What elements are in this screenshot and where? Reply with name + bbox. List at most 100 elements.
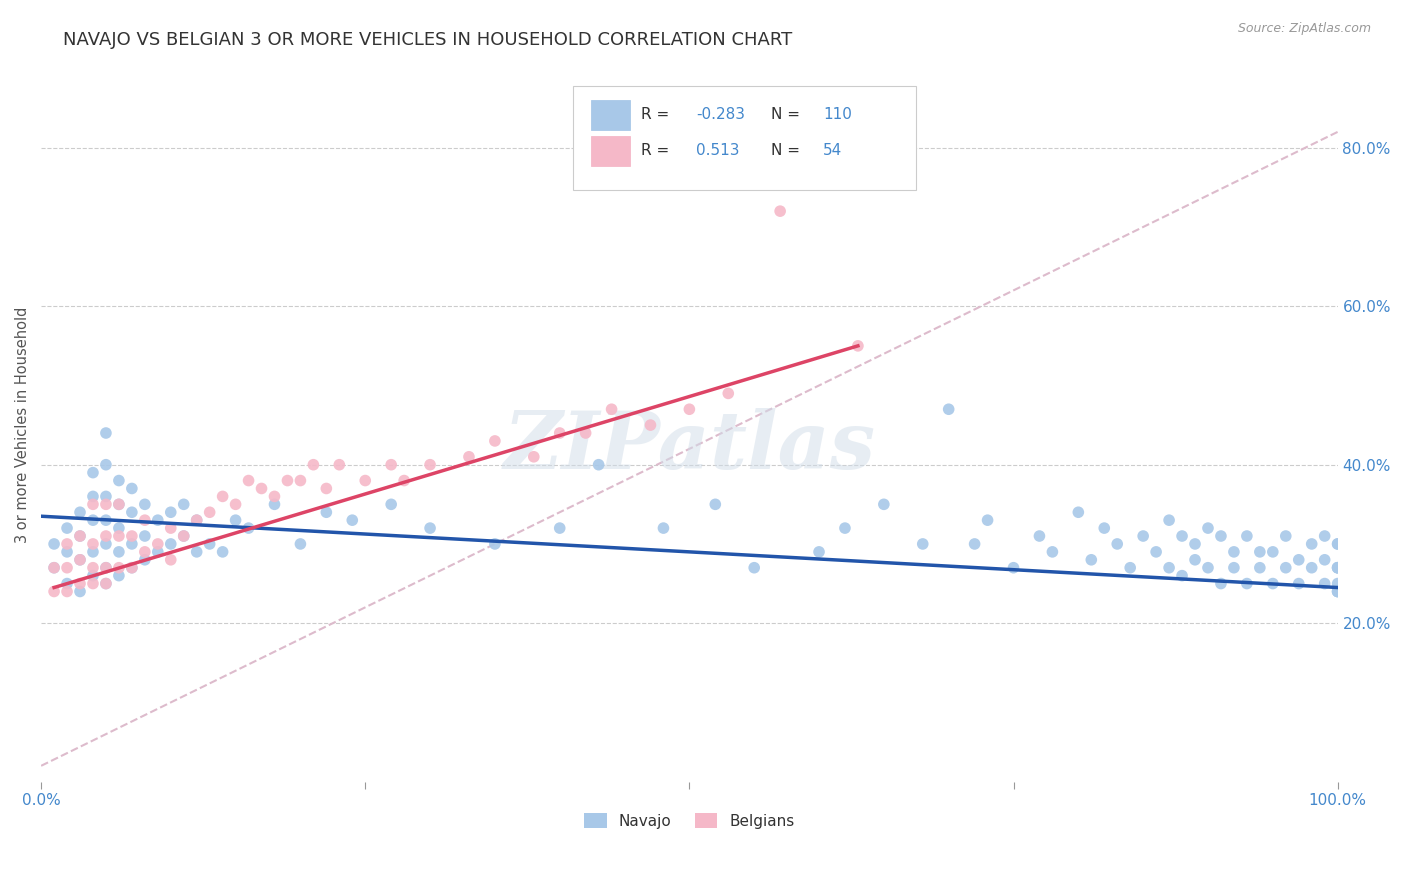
Point <box>548 425 571 440</box>
Point <box>94 560 117 574</box>
Point <box>108 560 131 574</box>
Point <box>211 545 233 559</box>
Point <box>1002 560 1025 574</box>
Point <box>419 521 441 535</box>
Text: R =: R = <box>641 107 669 122</box>
Point <box>1028 529 1050 543</box>
Point <box>134 513 156 527</box>
Point <box>238 474 260 488</box>
Point <box>1184 553 1206 567</box>
Point <box>186 513 208 527</box>
Point <box>134 545 156 559</box>
Point <box>1236 576 1258 591</box>
Point <box>1326 584 1348 599</box>
Point <box>315 505 337 519</box>
Point <box>1313 529 1336 543</box>
FancyBboxPatch shape <box>591 136 630 166</box>
Point <box>108 497 131 511</box>
Point <box>1261 545 1284 559</box>
Point <box>290 537 312 551</box>
Point <box>588 458 610 472</box>
Point <box>94 458 117 472</box>
Point <box>1274 529 1296 543</box>
Point <box>159 553 181 567</box>
Point <box>484 537 506 551</box>
Point <box>108 521 131 535</box>
Point <box>94 560 117 574</box>
Point <box>94 576 117 591</box>
Point <box>419 458 441 472</box>
Point <box>600 402 623 417</box>
Point <box>1067 505 1090 519</box>
Point <box>82 497 104 511</box>
Point <box>56 521 79 535</box>
Point <box>56 576 79 591</box>
Point <box>146 513 169 527</box>
Text: 110: 110 <box>823 107 852 122</box>
Point <box>94 513 117 527</box>
Point <box>1184 537 1206 551</box>
Point <box>94 537 117 551</box>
Point <box>1326 537 1348 551</box>
Point <box>94 576 117 591</box>
Point <box>1326 560 1348 574</box>
FancyBboxPatch shape <box>572 87 917 190</box>
Point <box>1132 529 1154 543</box>
Point <box>108 568 131 582</box>
Point <box>392 474 415 488</box>
Point <box>717 386 740 401</box>
Text: ZIPatlas: ZIPatlas <box>503 408 876 485</box>
Point <box>1301 537 1323 551</box>
Point <box>69 529 91 543</box>
Point <box>82 537 104 551</box>
Text: 54: 54 <box>823 143 842 158</box>
Point <box>211 490 233 504</box>
Point <box>575 425 598 440</box>
Point <box>1274 560 1296 574</box>
Text: R =: R = <box>641 143 669 158</box>
Point <box>198 505 221 519</box>
Point <box>640 418 662 433</box>
Point <box>1042 545 1064 559</box>
Point <box>173 529 195 543</box>
Point <box>94 490 117 504</box>
Point <box>121 560 143 574</box>
Point <box>1326 584 1348 599</box>
Point <box>769 204 792 219</box>
Point <box>276 474 298 488</box>
Point <box>1326 576 1348 591</box>
Point <box>121 560 143 574</box>
Point <box>82 568 104 582</box>
Point <box>198 537 221 551</box>
Point <box>173 529 195 543</box>
Point <box>69 505 91 519</box>
Text: N =: N = <box>770 107 800 122</box>
Point <box>380 458 402 472</box>
Point <box>678 402 700 417</box>
Point <box>1326 560 1348 574</box>
Point <box>134 529 156 543</box>
FancyBboxPatch shape <box>591 100 630 130</box>
Point <box>1313 553 1336 567</box>
Point <box>652 521 675 535</box>
Point <box>1288 553 1310 567</box>
Point <box>108 497 131 511</box>
Point <box>108 474 131 488</box>
Point <box>380 497 402 511</box>
Point <box>548 521 571 535</box>
Point <box>263 490 285 504</box>
Point <box>82 560 104 574</box>
Point <box>94 425 117 440</box>
Point <box>1249 545 1271 559</box>
Point <box>263 497 285 511</box>
Point <box>1209 576 1232 591</box>
Point <box>134 553 156 567</box>
Point <box>42 560 65 574</box>
Point <box>1326 560 1348 574</box>
Point <box>1209 529 1232 543</box>
Point <box>1080 553 1102 567</box>
Point <box>484 434 506 448</box>
Point <box>302 458 325 472</box>
Point <box>1144 545 1167 559</box>
Point <box>173 497 195 511</box>
